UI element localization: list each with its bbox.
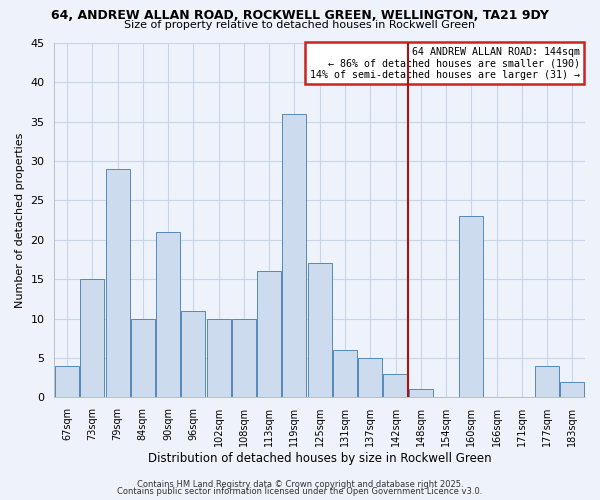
Y-axis label: Number of detached properties: Number of detached properties: [15, 132, 25, 308]
Bar: [333, 350, 357, 398]
Bar: [232, 318, 256, 398]
Text: Size of property relative to detached houses in Rockwell Green: Size of property relative to detached ho…: [124, 20, 476, 30]
Bar: [535, 366, 559, 398]
Bar: [459, 216, 484, 398]
Bar: [106, 169, 130, 398]
Text: Contains public sector information licensed under the Open Government Licence v3: Contains public sector information licen…: [118, 487, 482, 496]
Text: 64, ANDREW ALLAN ROAD, ROCKWELL GREEN, WELLINGTON, TA21 9DY: 64, ANDREW ALLAN ROAD, ROCKWELL GREEN, W…: [51, 9, 549, 22]
Text: Contains HM Land Registry data © Crown copyright and database right 2025.: Contains HM Land Registry data © Crown c…: [137, 480, 463, 489]
Bar: [181, 310, 205, 398]
Bar: [206, 318, 230, 398]
Bar: [131, 318, 155, 398]
Bar: [560, 382, 584, 398]
Bar: [409, 390, 433, 398]
Text: 64 ANDREW ALLAN ROAD: 144sqm
← 86% of detached houses are smaller (190)
14% of s: 64 ANDREW ALLAN ROAD: 144sqm ← 86% of de…: [310, 46, 580, 80]
Bar: [55, 366, 79, 398]
Bar: [257, 272, 281, 398]
X-axis label: Distribution of detached houses by size in Rockwell Green: Distribution of detached houses by size …: [148, 452, 491, 465]
Bar: [358, 358, 382, 398]
Bar: [156, 232, 180, 398]
Bar: [80, 279, 104, 398]
Bar: [383, 374, 407, 398]
Bar: [283, 114, 307, 398]
Bar: [308, 264, 332, 398]
